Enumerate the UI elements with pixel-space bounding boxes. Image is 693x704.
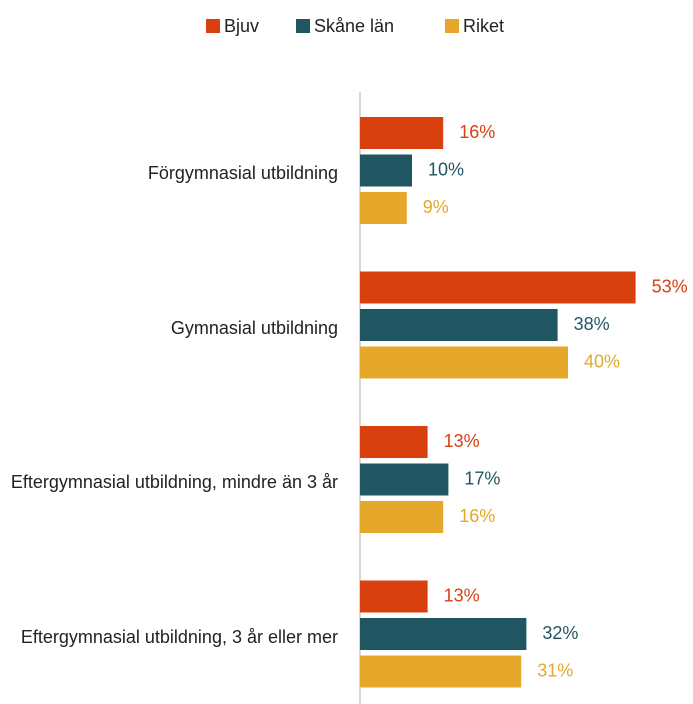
bar [360, 346, 568, 379]
bar [360, 655, 522, 688]
value-label: 13% [444, 431, 480, 451]
category-label: Förgymnasial utbildning [0, 113, 338, 233]
legend-label: Skåne län [314, 16, 394, 36]
value-label: 38% [574, 314, 610, 334]
legend-swatch [445, 19, 459, 33]
bar [360, 501, 444, 533]
legend-swatch [206, 19, 220, 33]
legend-label: Bjuv [224, 16, 259, 36]
legend-swatch [296, 19, 310, 33]
value-label: 17% [464, 468, 500, 488]
value-label: 16% [459, 506, 495, 526]
category-label: Eftergymnasial utbildning, mindre än 3 å… [0, 422, 338, 542]
category-text: Förgymnasial utbildning [147, 163, 338, 184]
value-label: 40% [584, 351, 620, 371]
category-text: Eftergymnasial utbildning, 3 år eller me… [20, 626, 338, 647]
bar [360, 309, 558, 341]
category-text: Gymnasial utbildning [170, 317, 338, 338]
bar [360, 154, 412, 187]
bar [360, 117, 444, 149]
value-label: 53% [652, 276, 688, 296]
category-label: Eftergymnasial utbildning, 3 år eller me… [0, 577, 338, 697]
bar [360, 618, 527, 650]
bar [360, 580, 428, 613]
legend-label: Riket [463, 16, 504, 36]
bar [360, 192, 407, 224]
value-label: 32% [542, 623, 578, 643]
value-label: 31% [537, 660, 573, 680]
value-label: 13% [444, 585, 480, 605]
bar [360, 426, 428, 458]
bar [360, 463, 449, 496]
value-label: 9% [423, 197, 449, 217]
category-text: Eftergymnasial utbildning, mindre än 3 å… [10, 472, 338, 493]
category-label: Gymnasial utbildning [0, 268, 338, 388]
value-label: 16% [459, 122, 495, 142]
bar [360, 271, 636, 304]
value-label: 10% [428, 159, 464, 179]
